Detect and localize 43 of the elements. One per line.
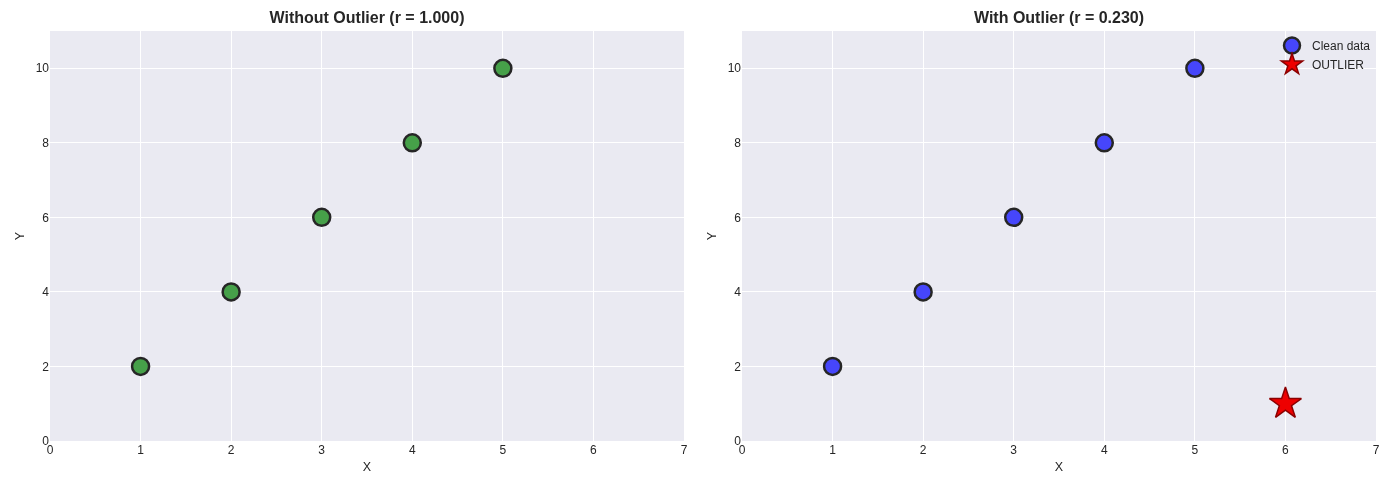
x-tick-label: 4 (1100, 443, 1108, 457)
y-tick-label: 8 (42, 136, 50, 151)
x-tick-label: 1 (137, 443, 145, 457)
x-axis-title: X (362, 460, 372, 475)
x-axis-title: X (1054, 460, 1064, 475)
y-tick-label: 6 (734, 210, 742, 225)
point (913, 282, 933, 302)
y-axis-title: Y (12, 231, 27, 241)
y-tick-label: 10 (727, 61, 742, 76)
x-tick-label: 2 (227, 443, 235, 457)
y-tick-label: 4 (734, 285, 742, 300)
y-tick-label: 4 (42, 285, 50, 300)
point (1003, 207, 1024, 228)
y-tick-label: 6 (42, 210, 50, 225)
y-tick-label: 8 (734, 136, 742, 151)
point (822, 356, 843, 377)
point (1185, 58, 1205, 79)
x-tick-label: 6 (1282, 443, 1290, 457)
x-tick-label: 5 (499, 443, 507, 457)
point (130, 356, 151, 377)
x-tick-label: 3 (318, 443, 326, 457)
x-tick-label: 1 (829, 443, 837, 457)
x-tick-label: 2 (919, 443, 927, 457)
legend-label: OUTLIER (1312, 58, 1365, 73)
y-tick-label: 2 (42, 359, 50, 374)
x-tick-label: 4 (408, 443, 416, 457)
chart-title: With Outlier (r = 0.230) (973, 8, 1145, 26)
point (1094, 133, 1115, 153)
legend-label: Clean data (1312, 39, 1371, 54)
chart-title: Without Outlier (r = 1.000) (269, 8, 465, 26)
point (493, 58, 513, 79)
point (402, 133, 423, 153)
y-tick-label: 10 (35, 61, 50, 76)
x-tick-label: 6 (590, 443, 598, 457)
point (221, 282, 241, 302)
point (311, 207, 332, 228)
x-tick-label: 5 (1191, 443, 1199, 457)
x-tick-label: 3 (1010, 443, 1018, 457)
point (1268, 386, 1303, 419)
x-tick-label: 7 (1372, 443, 1380, 457)
y-axis-title: Y (704, 231, 719, 241)
x-tick-label: 7 (680, 443, 688, 457)
y-tick-label: 2 (734, 359, 742, 374)
